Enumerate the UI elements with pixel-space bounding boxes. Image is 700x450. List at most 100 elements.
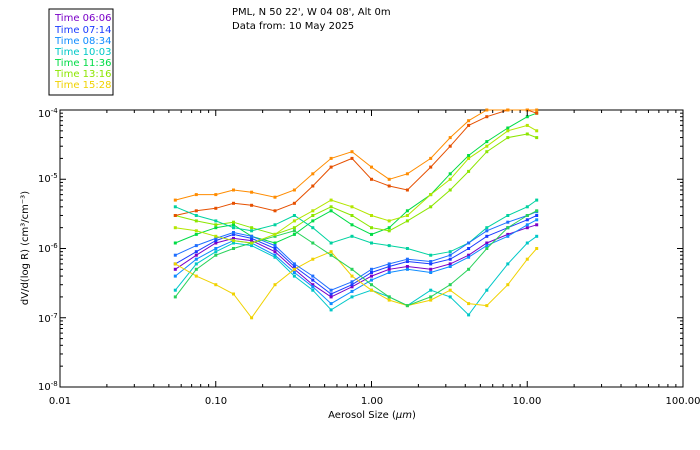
data-point: [429, 260, 433, 263]
data-point: [535, 234, 539, 238]
legend: Time 06:06 Time 07:14 Time 08:34 Time 10…: [54, 13, 111, 91]
legend-entry: Time 07:14: [54, 25, 111, 36]
data-point: [525, 123, 529, 127]
data-point: [214, 226, 218, 230]
data-point: [194, 250, 198, 254]
data-point: [311, 219, 315, 223]
data-point: [467, 253, 471, 257]
data-point: [194, 193, 198, 197]
data-point: [329, 250, 333, 254]
plot-frame: [59, 109, 684, 388]
data-point: [329, 205, 333, 209]
data-point: [405, 219, 409, 223]
data-point: [273, 234, 277, 238]
data-point: [173, 241, 177, 245]
data-point: [273, 232, 277, 236]
data-point: [311, 257, 315, 261]
data-point: [370, 283, 373, 287]
data-point: [173, 274, 177, 278]
data-point: [387, 267, 391, 271]
data-point: [232, 201, 235, 205]
data-point: [405, 214, 409, 217]
data-point: [405, 257, 409, 261]
data-point: [370, 177, 373, 181]
data-point: [405, 188, 409, 192]
data-point: [214, 247, 218, 250]
y-axis: 10-4 10-5 10-6 10-7 10-8 dV/d(log R) (cm…: [20, 107, 58, 393]
data-point: [535, 136, 539, 140]
series-11: [173, 209, 539, 308]
data-point: [292, 201, 296, 205]
data-point: [405, 247, 409, 250]
data-point: [370, 232, 373, 236]
data-point: [387, 295, 391, 299]
data-point: [194, 209, 198, 213]
data-point: [429, 267, 433, 271]
x-axis: 0.01 0.10 1.00 10.00 100.00 Aerosol Size…: [49, 396, 700, 421]
data-point: [292, 262, 296, 266]
data-point: [292, 265, 296, 268]
data-point: [448, 253, 452, 257]
data-point: [387, 229, 391, 233]
data-point: [273, 250, 277, 254]
data-point: [311, 172, 315, 176]
series-line: [175, 133, 537, 235]
data-point: [173, 214, 177, 217]
data-point: [232, 220, 235, 224]
data-point: [214, 239, 218, 243]
series-line: [175, 109, 537, 201]
data-point: [535, 223, 539, 227]
data-point: [250, 190, 254, 194]
data-point: [214, 219, 218, 223]
data-point: [329, 253, 333, 257]
data-point: [370, 267, 373, 271]
data-point: [250, 234, 254, 238]
data-point: [405, 260, 409, 263]
data-point: [232, 236, 235, 240]
data-point: [467, 169, 471, 173]
data-point: [467, 267, 471, 271]
data-point: [273, 247, 277, 250]
data-point: [535, 108, 539, 112]
series-line: [175, 248, 538, 319]
data-point: [525, 257, 529, 261]
data-point: [311, 278, 315, 282]
data-point: [273, 241, 277, 245]
series-4: [173, 111, 539, 245]
data-point: [485, 108, 489, 112]
series-line: [174, 210, 537, 307]
data-point: [429, 193, 433, 197]
data-point: [387, 226, 391, 230]
data-point: [387, 219, 391, 223]
data-point: [448, 144, 452, 148]
data-point: [370, 241, 373, 245]
series-6: [173, 247, 539, 320]
data-point: [448, 172, 452, 176]
data-point: [387, 262, 391, 266]
data-point: [173, 253, 177, 257]
data-point: [194, 257, 198, 261]
data-point: [485, 140, 489, 144]
data-point: [370, 226, 373, 230]
data-point: [232, 188, 235, 192]
data-point: [173, 205, 177, 209]
data-point: [350, 267, 354, 271]
data-point: [485, 144, 489, 148]
data-point: [329, 308, 333, 312]
data-point: [485, 288, 489, 292]
data-point: [387, 184, 391, 188]
series-2: [173, 218, 539, 306]
data-point: [485, 241, 489, 245]
x-tick-label: 10.00: [513, 396, 542, 407]
data-point: [350, 205, 354, 209]
series-line: [175, 109, 537, 216]
data-point: [405, 209, 409, 213]
legend-entry: Time 15:28: [54, 80, 111, 91]
data-point: [467, 255, 471, 259]
data-point: [387, 298, 391, 302]
data-point: [506, 136, 510, 140]
data-point: [370, 214, 373, 217]
data-point: [232, 239, 235, 243]
data-point: [350, 223, 354, 227]
data-point: [273, 253, 277, 257]
